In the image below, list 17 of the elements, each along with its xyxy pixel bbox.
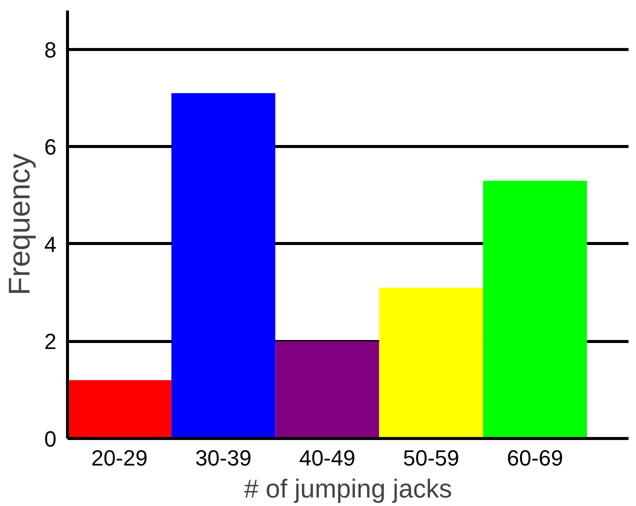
bar — [275, 341, 380, 438]
y-tick-label: 0 — [44, 426, 57, 452]
x-tick-label: 60-69 — [506, 446, 564, 470]
y-tick-label: 6 — [44, 134, 57, 160]
bar — [483, 180, 587, 438]
x-tick-label: 50-59 — [402, 446, 460, 470]
y-axis-title: Frequency — [3, 154, 36, 296]
bar — [68, 380, 172, 438]
x-axis-title: # of jumping jacks — [244, 474, 452, 504]
y-tick-label: 4 — [44, 232, 57, 257]
bar — [171, 93, 276, 438]
x-tick-label: 20-29 — [91, 446, 148, 470]
y-tick-label: 2 — [44, 329, 57, 354]
x-tick-label: 30-39 — [195, 446, 252, 470]
y-tick-label: 8 — [44, 37, 57, 62]
bar — [379, 288, 484, 438]
x-tick-label: 40-49 — [299, 446, 356, 470]
